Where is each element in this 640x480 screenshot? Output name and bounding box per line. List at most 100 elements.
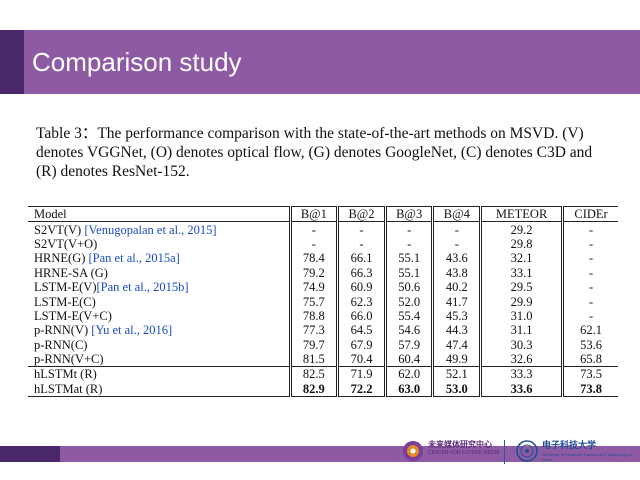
metric-cell: 78.4 [290,251,340,266]
metric-cell: - [337,236,387,252]
metric-cell: 55.1 [385,265,435,280]
metric-cell: 57.9 [385,337,435,352]
metric-cell: 73.5 [562,366,618,382]
model-name: hLSTMt (R) [34,367,97,382]
metric-cell: 71.9 [337,366,387,382]
metric-cell: 40.2 [432,279,483,295]
table-row: S2VT(V+O) - - - -29.8- [28,236,618,252]
footer-divider [504,440,505,464]
metric-cell: 81.5 [290,351,340,367]
model-name-cell: LSTM-E(V)[Pan et al., 2015b] [28,279,292,295]
metric-cell: - [588,236,594,251]
metric-cell: - [290,236,340,252]
header-b2: B@2 [337,205,387,223]
model-name: p-RNN(V) [34,323,92,338]
metric-cell: - [337,221,387,237]
metric-cell: - [290,221,340,237]
metric-cell: 44.3 [432,323,483,338]
metric-cell: - [588,294,594,309]
metric-cell: - [432,236,483,252]
model-name: p-RNN(V+C) [34,352,104,367]
metric-cell: 29.2 [480,221,565,237]
citation-link[interactable]: [Venugopalan et al., 2015] [84,222,217,237]
metric-cell: - [385,236,435,252]
metric-cell: 65.8 [580,352,602,367]
future-media-logo-cn: 未来媒体研究中心 [428,440,492,449]
metric-cell: 70.4 [337,351,387,367]
metric-cell: - [432,221,483,237]
model-name: p-RNN(C) [34,337,88,352]
model-name-cell: hLSTMt (R) [28,366,292,382]
table-row: HRNE-SA (G) 79.2 66.3 55.1 43.8 33.1 - [28,265,618,280]
model-name: LSTM-E(V) [34,280,97,295]
metric-cell: 66.0 [337,308,387,324]
metric-cell: 52.1 [432,366,483,382]
model-name: S2VT(V) [34,222,85,237]
metric-cell: 31.1 [480,323,565,338]
baseline-rows: S2VT(V) [Venugopalan et al., 2015] - - - -29… [28,221,618,367]
header-b3: B@3 [385,205,435,223]
table-row: p-RNN(C) 79.7 67.9 57.9 47.4 30.3 53.6 [28,337,618,352]
table-row: hLSTMat (R) 82.9 72.2 63.0 53.0 33.6 73.8 [28,381,618,398]
metric-cell: 79.2 [290,265,340,280]
model-name: hLSTMat (R) [34,381,103,396]
metric-cell: - [588,251,594,266]
metric-cell: - [588,308,594,323]
metric-cell: 47.4 [432,337,483,352]
metric-cell: 53.0 [432,381,483,398]
citation-link[interactable]: [Pan et al., 2015b] [96,280,189,295]
metric-cell: 60.9 [337,279,387,295]
table-row: LSTM-E(V+C) 78.8 66.0 55.4 45.3 31.0 - [28,308,618,324]
table-row: LSTM-E(C) 75.7 62.3 52.0 41.7 29.9 - [28,294,618,309]
future-media-logo-icon [403,441,423,461]
metric-cell: 50.6 [385,279,435,295]
model-name: S2VT(V+O) [34,236,98,251]
model-name-cell: HRNE-SA (G) [28,265,292,280]
future-media-logo-en: CENTER FOR FUTURE MEDIA [428,450,500,456]
metric-cell: 78.8 [290,308,340,324]
citation-link[interactable]: [Pan et al., 2015a] [88,251,180,266]
metric-cell: - [588,280,594,295]
uestc-seal-icon [516,440,538,462]
model-name-cell: p-RNN(C) [28,337,292,352]
table-row: HRNE(G) [Pan et al., 2015a] 78.4 66.1 55.1 4… [28,251,618,266]
metric-cell: 72.2 [337,381,387,398]
metric-cell: 67.9 [337,337,387,352]
metric-cell: 79.7 [290,337,340,352]
metric-cell: 31.0 [480,308,565,324]
table-row: LSTM-E(V)[Pan et al., 2015b] 74.9 60.9 50.6… [28,279,618,295]
model-name-cell: p-RNN(V+C) [28,351,292,367]
metric-cell: 52.0 [385,294,435,309]
uestc-logo-cn: 电子科技大学 [542,440,597,450]
metric-cell: 32.6 [480,351,565,367]
metric-cell: 45.3 [432,308,483,324]
metric-cell: 53.6 [580,337,602,352]
table-caption: Table 3：The performance comparison with … [36,125,593,180]
metric-cell: 62.0 [385,366,435,382]
model-name: HRNE-SA (G) [34,265,108,280]
metric-cell: 54.6 [385,323,435,338]
table-row: p-RNN(V) [Yu et al., 2016] 77.3 64.5 54.6 44… [28,323,618,338]
header-model: Model [28,205,292,223]
model-name: HRNE(G) [34,251,89,266]
metric-cell: 43.6 [432,251,483,266]
uestc-logo-en: University of Electronic Science and Tec… [542,452,632,462]
metric-cell: 73.8 [562,381,618,398]
citation-link[interactable]: [Yu et al., 2016] [91,323,173,338]
metric-cell: 75.7 [290,294,340,309]
header-meteor: METEOR [480,205,565,223]
metric-cell: 49.9 [432,351,483,367]
metric-cell: 62.1 [580,323,602,338]
metric-cell: 63.0 [385,381,435,398]
metric-cell: - [588,265,594,280]
metric-cell: 29.5 [480,279,565,295]
footer-bar [0,446,640,462]
metric-cell: 60.4 [385,351,435,367]
metric-cell: 77.3 [290,323,340,338]
metric-cell: 32.1 [480,251,565,266]
metric-cell: 55.4 [385,308,435,324]
title-bar [0,30,640,94]
header-b1: B@1 [290,205,340,223]
metric-cell: 33.1 [480,265,565,280]
metric-cell: 64.5 [337,323,387,338]
